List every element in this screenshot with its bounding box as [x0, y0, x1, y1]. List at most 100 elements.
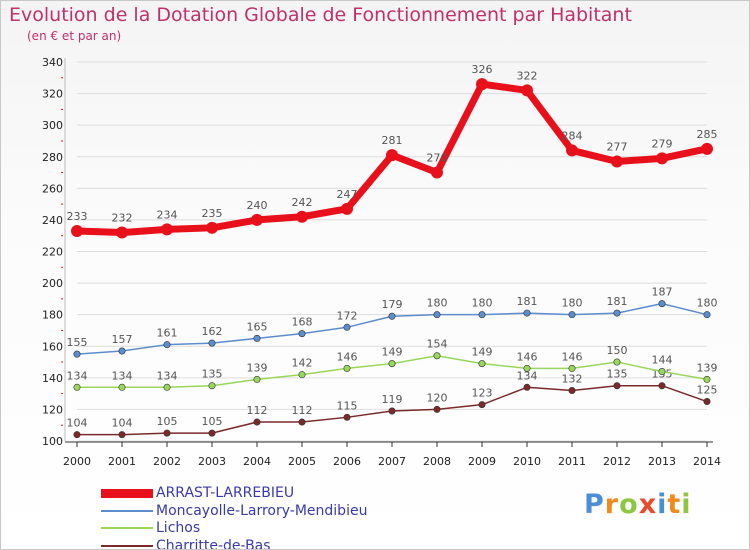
y-tick-label: 140	[42, 372, 63, 385]
data-point	[208, 339, 216, 347]
data-point	[118, 383, 126, 391]
data-point	[478, 401, 486, 409]
x-tick-label: 2000	[63, 455, 91, 468]
data-label: 105	[157, 415, 178, 428]
data-label: 326	[472, 63, 493, 76]
data-label: 168	[292, 316, 313, 329]
data-point	[478, 311, 486, 319]
data-label: 181	[517, 295, 538, 308]
data-label: 149	[472, 346, 493, 359]
data-point	[298, 371, 306, 379]
data-point	[163, 341, 171, 349]
data-label: 120	[427, 391, 448, 404]
data-point	[703, 375, 711, 383]
x-tick-label: 2011	[558, 455, 586, 468]
data-label: 232	[112, 212, 133, 225]
legend-label: Charritte-de-Bas	[156, 537, 271, 550]
logo-letter: o	[619, 489, 639, 520]
x-tick-label: 2014	[693, 455, 721, 468]
data-point	[568, 386, 576, 394]
data-label: 146	[562, 350, 583, 363]
data-point	[478, 360, 486, 368]
data-label: 162	[202, 325, 223, 338]
y-tick-label: 100	[42, 435, 63, 448]
data-point	[163, 429, 171, 437]
data-point	[658, 382, 666, 390]
data-point	[73, 431, 81, 439]
data-label: 165	[247, 320, 268, 333]
data-label: 234	[157, 208, 178, 221]
legend-swatch-lichos	[101, 527, 153, 529]
data-label: 322	[517, 69, 538, 82]
data-point	[341, 202, 353, 215]
data-label: 104	[112, 417, 133, 430]
data-label: 180	[427, 297, 448, 310]
data-label: 242	[292, 196, 313, 209]
data-label: 281	[382, 134, 403, 147]
chart-title: Evolution de la Dotation Globale de Fonc…	[9, 4, 632, 26]
data-point	[433, 311, 441, 319]
data-point	[206, 221, 218, 234]
data-point	[116, 226, 128, 239]
data-label: 277	[607, 140, 628, 153]
data-point	[566, 144, 578, 157]
data-point	[253, 418, 261, 426]
data-label: 180	[562, 297, 583, 310]
data-label: 132	[562, 372, 583, 385]
data-label: 144	[652, 354, 673, 367]
data-point	[73, 350, 81, 358]
data-label: 119	[382, 393, 403, 406]
data-point	[703, 311, 711, 319]
data-point	[253, 334, 261, 342]
data-point	[523, 364, 531, 372]
legend-swatch-charritte-de-bas	[101, 544, 153, 547]
logo-letter: P	[584, 489, 605, 520]
data-point	[388, 312, 396, 320]
data-point	[71, 224, 83, 237]
data-label: 180	[472, 297, 493, 310]
x-tick-label: 2001	[108, 455, 136, 468]
x-tick-label: 2003	[198, 455, 226, 468]
data-point	[613, 382, 621, 390]
data-point	[343, 364, 351, 372]
data-label: 179	[382, 298, 403, 311]
data-point	[343, 413, 351, 421]
data-label: 149	[382, 346, 403, 359]
data-point	[386, 149, 398, 162]
x-tick-label: 2012	[603, 455, 631, 468]
data-point	[208, 429, 216, 437]
logo-letter: x	[638, 489, 658, 520]
data-label: 142	[292, 357, 313, 370]
data-point	[521, 84, 533, 97]
data-label: 157	[112, 333, 133, 346]
data-label: 270	[427, 152, 448, 165]
x-tick-label: 2007	[378, 455, 406, 468]
data-label: 134	[67, 369, 88, 382]
x-tick-label: 2004	[243, 455, 271, 468]
logo-letter: t	[667, 489, 682, 520]
x-tick-label: 2006	[333, 455, 361, 468]
data-point	[118, 347, 126, 355]
data-label: 134	[157, 369, 178, 382]
y-tick-label: 340	[42, 56, 63, 69]
logo-letter: r	[604, 489, 620, 520]
data-label: 235	[202, 207, 223, 220]
data-label: 134	[112, 369, 133, 382]
y-tick-label: 200	[42, 277, 63, 290]
data-point	[388, 407, 396, 415]
data-label: 112	[247, 404, 268, 417]
y-tick-label: 300	[42, 119, 63, 132]
data-label: 112	[292, 404, 313, 417]
y-tick-label: 120	[42, 403, 63, 416]
data-point	[118, 431, 126, 439]
data-label: 155	[67, 336, 88, 349]
y-tick-label: 280	[42, 151, 63, 164]
x-tick-label: 2008	[423, 455, 451, 468]
x-tick-label: 2010	[513, 455, 541, 468]
data-point	[298, 418, 306, 426]
data-label: 150	[607, 344, 628, 357]
data-point	[658, 300, 666, 308]
data-point	[296, 210, 308, 223]
logo-letter: i	[681, 489, 692, 520]
data-point	[703, 398, 711, 406]
